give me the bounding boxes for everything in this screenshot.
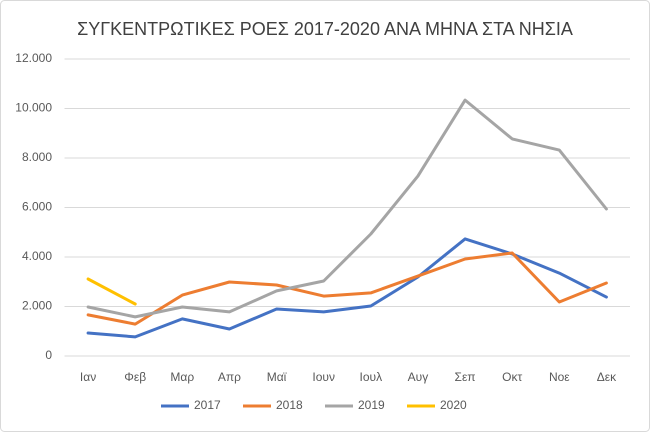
series-line [86, 251, 608, 326]
legend-label: 2018 [276, 398, 303, 412]
legend-label: 2019 [358, 398, 385, 412]
series-line [86, 98, 608, 319]
legend-label: 2020 [440, 398, 467, 412]
x-tick-label: Φεβ [124, 370, 146, 384]
y-tick-label: 10.000 [15, 101, 52, 115]
series-line [86, 237, 608, 339]
x-tick-label: Ιουν [312, 370, 335, 384]
legend-label: 2017 [194, 398, 221, 412]
x-tick-label: Μαϊ [267, 370, 287, 384]
y-tick-label: 6.000 [22, 200, 52, 214]
x-tick-label: Ιουλ [360, 370, 383, 384]
y-tick-label: 2.000 [22, 299, 52, 313]
y-tick-label: 12.000 [15, 51, 52, 65]
x-tick-label: Δεκ [597, 370, 617, 384]
y-tick-label: 8.000 [22, 150, 52, 164]
y-tick-label: 0 [45, 348, 52, 362]
x-tick-label: Νοε [549, 370, 570, 384]
x-tick-label: Οκτ [502, 370, 522, 384]
chart-title: ΣΥΓΚΕΝΤΡΩΤΙΚΕΣ ΡΟΕΣ 2017-2020 ΑΝΑ ΜΗΝΑ Σ… [77, 19, 573, 39]
x-tick-label: Αυγ [408, 370, 429, 384]
x-tick-label: Μαρ [170, 370, 194, 384]
series-line [86, 277, 137, 306]
x-tick-label: Σεπ [455, 370, 476, 384]
y-tick-label: 4.000 [22, 249, 52, 263]
x-tick-label: Απρ [218, 370, 241, 384]
x-tick-label: Ιαν [80, 370, 96, 384]
